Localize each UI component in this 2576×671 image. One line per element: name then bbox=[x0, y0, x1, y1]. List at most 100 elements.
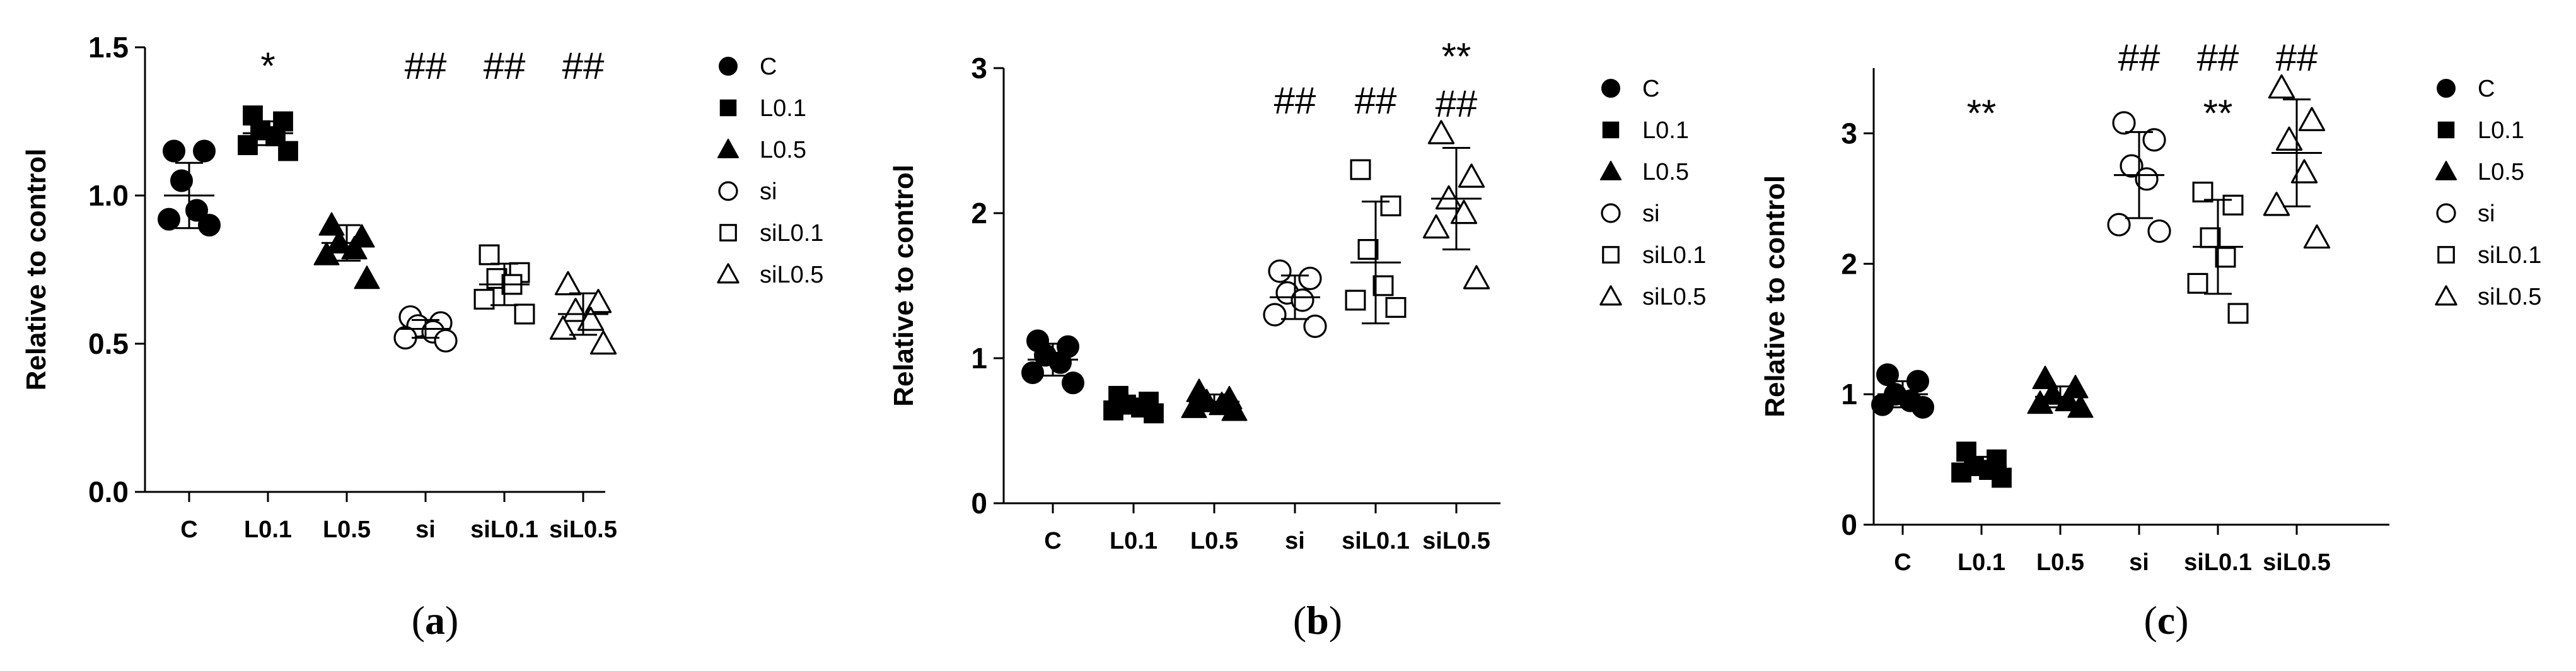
data-point bbox=[1357, 239, 1379, 260]
x-tick-label-sil01: siL0.1 bbox=[470, 516, 538, 543]
data-point bbox=[1298, 266, 1322, 291]
data-point bbox=[1463, 265, 1490, 289]
y-tick-label: 2 bbox=[971, 197, 987, 230]
legend-label: C bbox=[2478, 76, 2495, 102]
data-point bbox=[2263, 192, 2290, 216]
y-axis-label: Relative to control bbox=[1760, 175, 1790, 417]
y-axis-label: Relative to control bbox=[21, 149, 52, 391]
data-point bbox=[2215, 247, 2236, 268]
significance-marker: * bbox=[260, 45, 275, 87]
data-point bbox=[2192, 182, 2213, 202]
data-point bbox=[589, 330, 617, 355]
x-tick-label-sil01: siL0.1 bbox=[2184, 549, 2252, 576]
x-tick-label-si: si bbox=[2129, 549, 2149, 576]
data-point bbox=[584, 289, 612, 313]
significance-marker: ## bbox=[2197, 37, 2239, 79]
data-point bbox=[1021, 361, 1044, 384]
legend-label: C bbox=[1642, 76, 1659, 102]
data-point bbox=[1062, 371, 1084, 395]
panel-label-letter: b bbox=[1306, 598, 1329, 643]
significance-marker: ## bbox=[1355, 79, 1397, 122]
x-tick-label-sil05: siL0.5 bbox=[2263, 549, 2331, 576]
data-point bbox=[1372, 275, 1394, 296]
data-point bbox=[2290, 159, 2318, 184]
legend-marker bbox=[2437, 79, 2456, 98]
panel-label-open: ( bbox=[1293, 598, 1306, 643]
y-tick-label: 1 bbox=[1841, 378, 1857, 411]
significance-marker: ## bbox=[562, 45, 605, 87]
data-point bbox=[1992, 467, 2012, 488]
legend-label: L0.5 bbox=[2478, 159, 2524, 185]
legend-marker bbox=[2437, 246, 2455, 264]
legend-marker bbox=[2435, 160, 2457, 180]
x-tick-label-c: C bbox=[180, 516, 197, 543]
data-point bbox=[1385, 297, 1407, 318]
data-point bbox=[1263, 303, 1287, 327]
significance-marker: ## bbox=[2118, 37, 2161, 79]
panel-label-close: ) bbox=[445, 598, 458, 643]
x-tick-label-l05: L0.5 bbox=[323, 516, 371, 543]
data-point bbox=[1345, 289, 1366, 311]
legend-label: si bbox=[2478, 201, 2495, 227]
y-tick-label: 0.5 bbox=[88, 327, 129, 360]
data-point bbox=[198, 214, 221, 236]
x-tick-label-sil05: siL0.5 bbox=[1422, 528, 1490, 554]
legend-marker bbox=[2436, 203, 2456, 223]
data-point bbox=[158, 207, 180, 231]
legend-marker bbox=[1599, 160, 1622, 180]
legend-label: si bbox=[1642, 201, 1659, 227]
data-point bbox=[2142, 128, 2166, 152]
data-point bbox=[1380, 195, 1401, 216]
legend-marker bbox=[719, 224, 737, 242]
data-point bbox=[514, 303, 535, 325]
panel-label-open: ( bbox=[2144, 598, 2157, 643]
legend-label: siL0.5 bbox=[1642, 284, 1706, 310]
data-point bbox=[1291, 288, 1314, 312]
data-point bbox=[1103, 400, 1123, 421]
legend-label: L0.5 bbox=[1642, 159, 1689, 185]
data-point bbox=[1876, 363, 1899, 387]
legend-label: siL0.5 bbox=[760, 262, 823, 288]
data-point bbox=[1268, 259, 1292, 283]
data-point bbox=[549, 315, 577, 340]
data-point bbox=[1435, 185, 1463, 210]
legend-label: siL0.1 bbox=[760, 220, 823, 247]
legend-marker bbox=[717, 263, 740, 284]
legend-label: L0.1 bbox=[760, 95, 806, 122]
x-tick-label-sil05: siL0.5 bbox=[549, 516, 617, 543]
panel-label-close: ) bbox=[2175, 598, 2188, 643]
data-point bbox=[2120, 154, 2144, 178]
y-tick-label: 0.0 bbox=[88, 476, 129, 508]
data-point bbox=[2112, 111, 2136, 135]
data-point bbox=[2107, 213, 2131, 236]
panel-label-open: ( bbox=[412, 598, 425, 643]
data-point bbox=[2067, 394, 2094, 418]
legend-label: L0.5 bbox=[760, 137, 806, 163]
data-point bbox=[2027, 390, 2053, 414]
legend-marker bbox=[2437, 121, 2455, 139]
data-point bbox=[318, 212, 345, 236]
legend-marker bbox=[2435, 285, 2457, 306]
data-point bbox=[354, 265, 380, 289]
data-point bbox=[1871, 393, 1894, 416]
data-point bbox=[2275, 126, 2303, 151]
data-point bbox=[2032, 365, 2058, 389]
legend-label: siL0.1 bbox=[1642, 242, 1706, 269]
x-tick-label-si: si bbox=[1285, 528, 1305, 554]
y-axis-label: Relative to control bbox=[888, 165, 919, 407]
data-point bbox=[562, 298, 589, 322]
data-point bbox=[2039, 381, 2066, 405]
data-point bbox=[2135, 167, 2159, 191]
significance-marker: ** bbox=[1967, 92, 1997, 134]
data-point bbox=[1181, 394, 1207, 418]
data-point bbox=[2268, 74, 2295, 99]
x-tick-label-c: C bbox=[1894, 549, 1911, 576]
data-point bbox=[2222, 194, 2244, 216]
legend-label: siL0.1 bbox=[2478, 242, 2541, 269]
data-point bbox=[1422, 214, 1450, 239]
data-point bbox=[434, 329, 458, 353]
data-point bbox=[341, 236, 368, 260]
